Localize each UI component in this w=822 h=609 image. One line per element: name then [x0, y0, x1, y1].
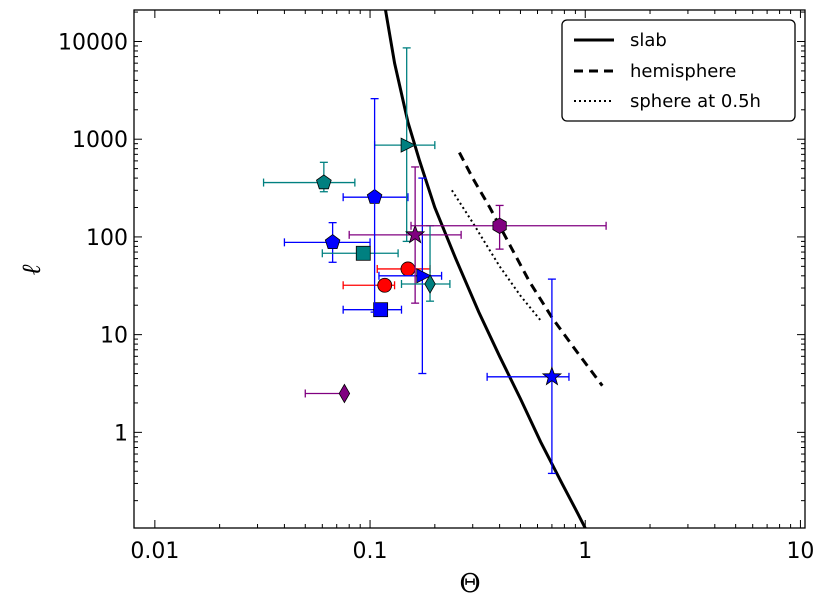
y-axis-label: ℓ [17, 264, 47, 275]
marker-square [373, 302, 389, 318]
data-point-9 [348, 166, 462, 304]
legend-label-slab: slab [630, 30, 667, 51]
marker-pentagon [324, 234, 341, 250]
line-hemisphere [458, 151, 604, 387]
marker-diamond [424, 274, 436, 294]
y-tick-label: 10 [100, 324, 128, 349]
data-point-12 [410, 204, 607, 250]
data-point-13 [486, 278, 570, 475]
x-tick-label: 0.1 [353, 539, 388, 564]
legend: slab hemisphere sphere at 0.5h [561, 19, 796, 122]
legend-label-sphere: sphere at 0.5h [630, 91, 761, 112]
axis-ticks [134, 10, 805, 528]
y-tick-label: 100 [86, 226, 128, 251]
x-tick-label: 0.01 [130, 539, 179, 564]
y-tick-label: 1 [114, 421, 128, 446]
data-point-14 [304, 383, 351, 404]
data-point-8 [373, 47, 436, 243]
marker-circle [400, 261, 416, 277]
data-point-6 [342, 302, 403, 318]
marker-diamond [338, 383, 351, 404]
data-point-0 [262, 161, 356, 193]
theory-lines [384, 10, 604, 528]
data-points [262, 47, 607, 475]
legend-label-hemisphere: hemisphere [630, 61, 736, 82]
legend-box [561, 19, 796, 122]
line-slab [384, 10, 587, 528]
marker-circle [377, 277, 393, 293]
y-tick-label: 1000 [72, 128, 128, 153]
axis-tick-labels: 0.01 0.1 1 10 1 10 100 1000 10000 [58, 30, 814, 564]
marker-star [541, 366, 563, 386]
data-point-7 [378, 177, 443, 375]
marker-square [355, 245, 371, 261]
x-tick-label: 1 [578, 539, 592, 564]
data-point-5 [342, 277, 396, 293]
data-point-2 [283, 221, 371, 263]
marker-pentagon [316, 174, 332, 190]
x-tick-label: 10 [786, 539, 814, 564]
x-axis-label: Θ [459, 569, 480, 599]
line-sphere-at-0-5h [451, 189, 542, 322]
data-point-10 [400, 225, 451, 302]
y-tick-label: 10000 [58, 30, 128, 55]
plot-frame [133, 9, 806, 529]
data-point-11 [370, 98, 379, 313]
marker-hexagon [492, 217, 507, 234]
data-point-3 [321, 245, 399, 261]
marker-star [404, 224, 426, 244]
marker-triangle-right [400, 137, 416, 153]
marker-triangle-right [416, 268, 432, 284]
